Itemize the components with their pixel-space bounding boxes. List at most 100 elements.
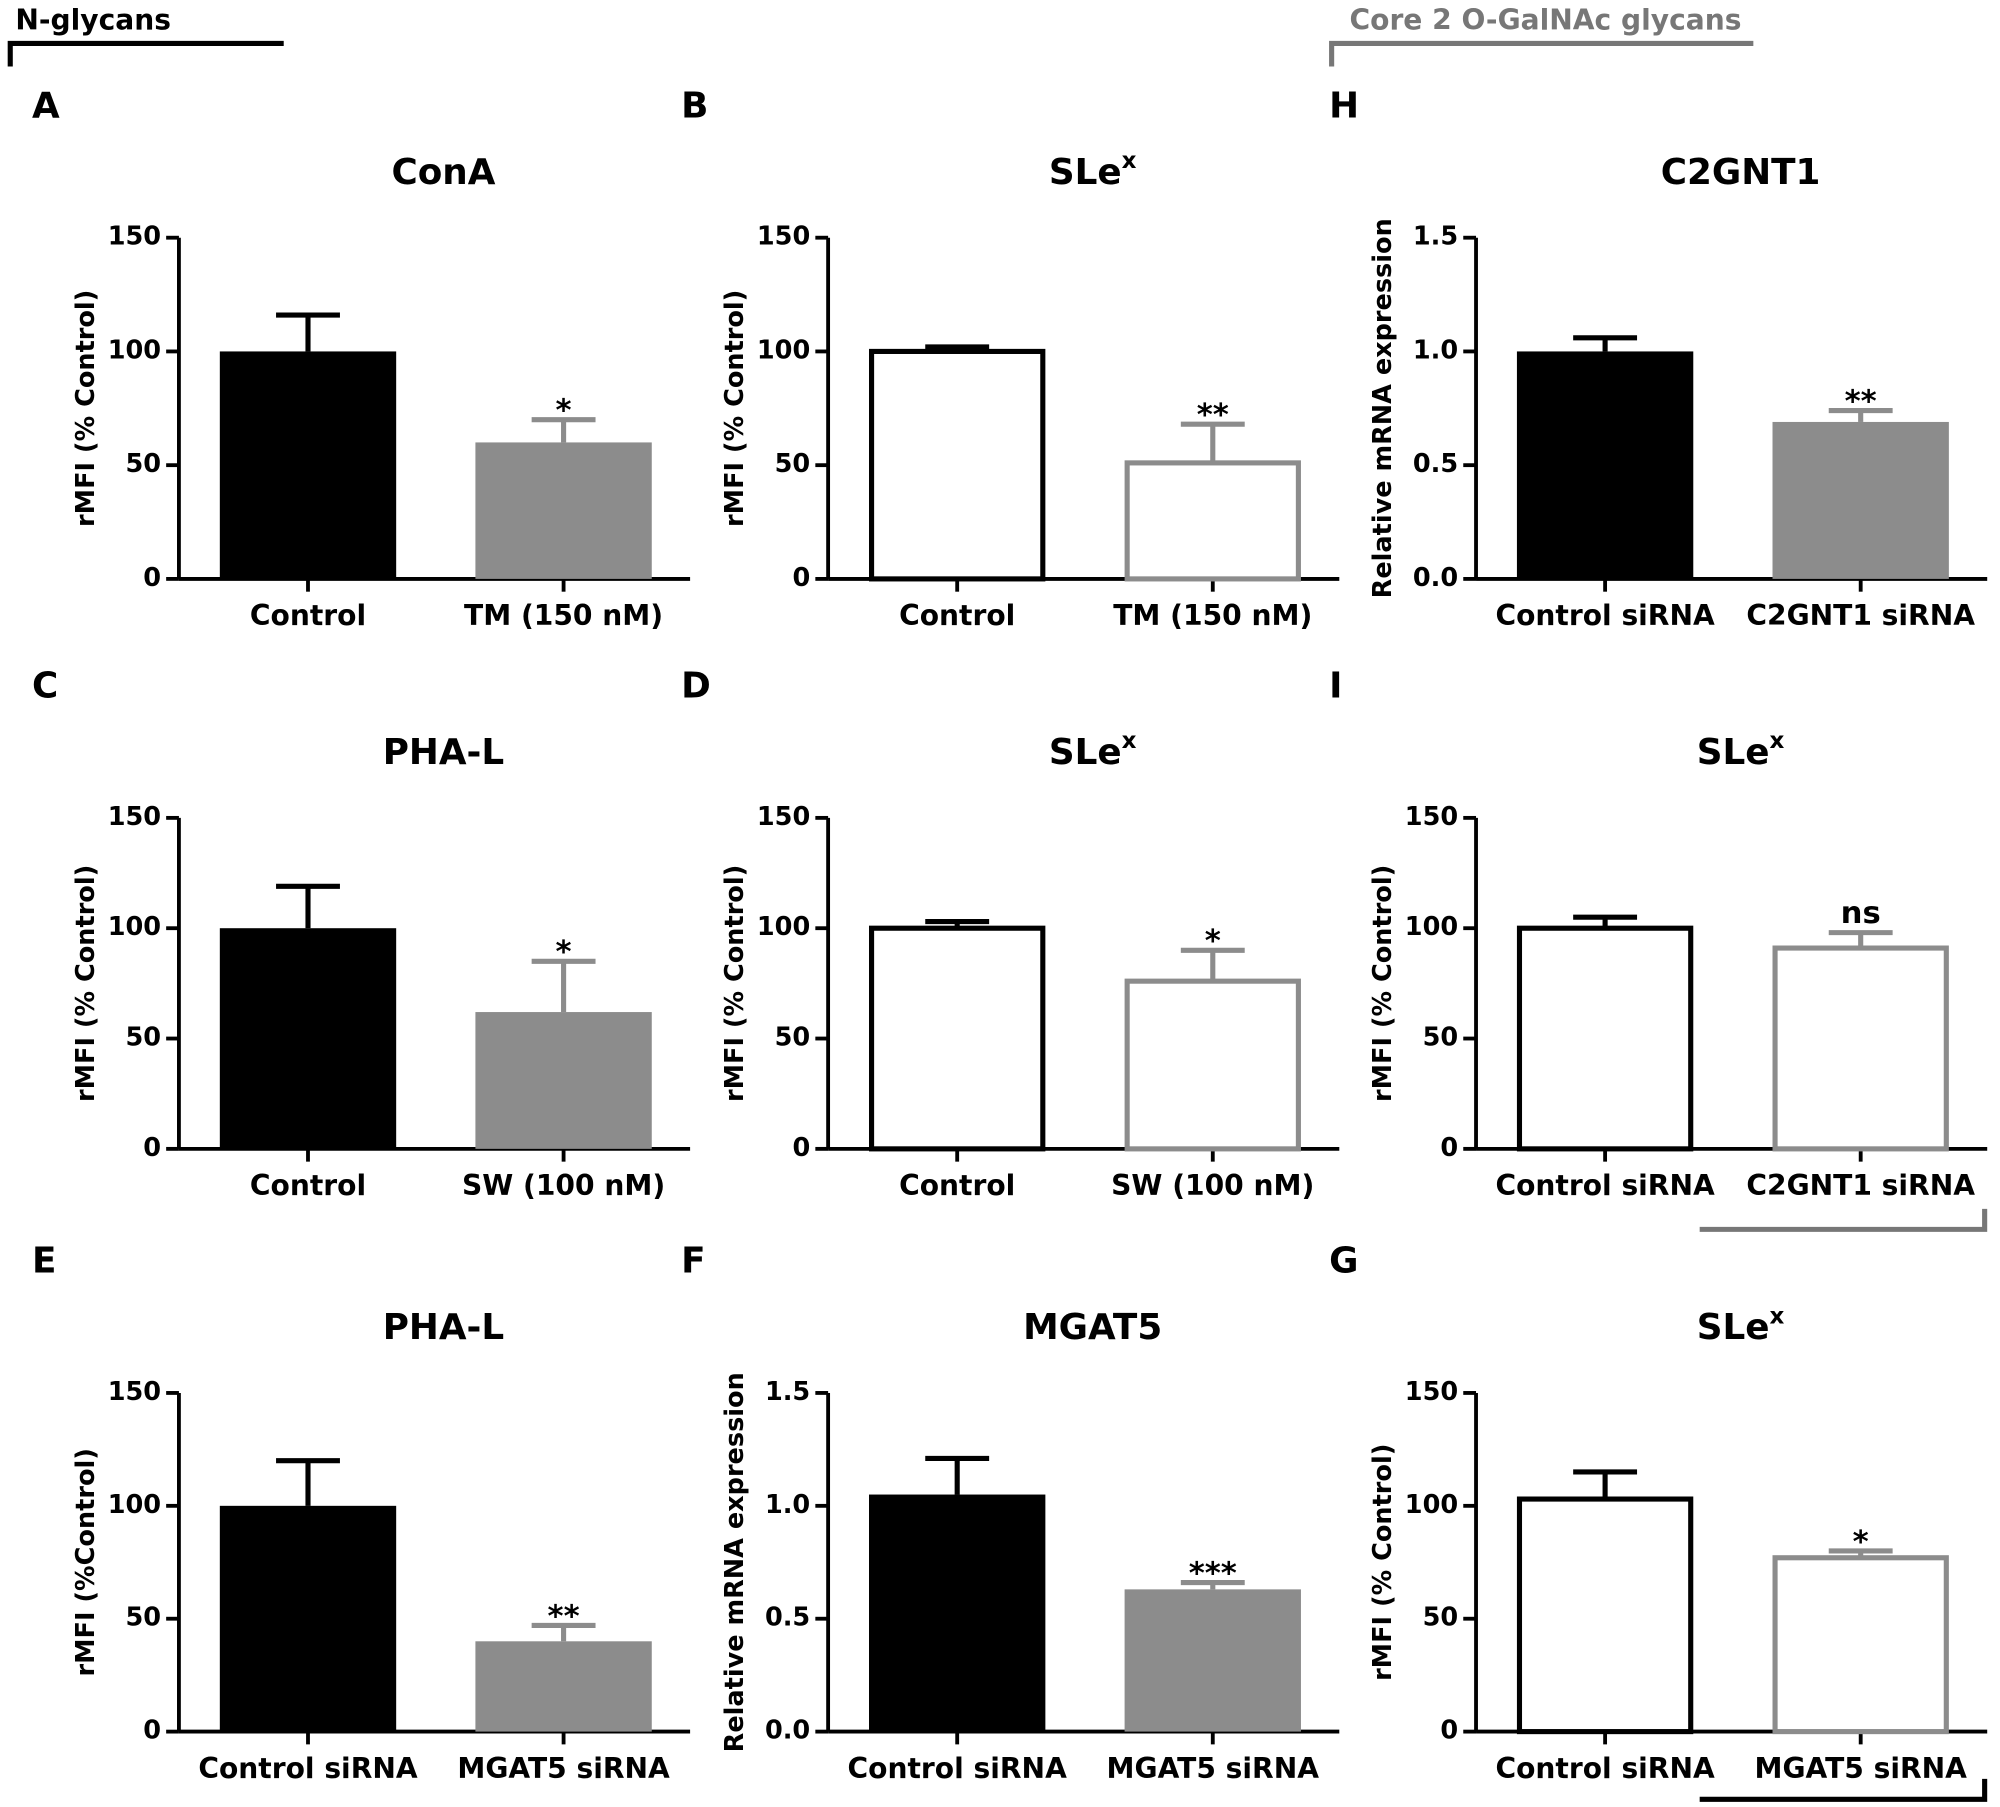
y-tick-label: 100 (108, 335, 161, 365)
title-superscript: x (1770, 1303, 1785, 1329)
x-tick-label: TM (150 nM) (464, 599, 663, 632)
significance-label: ** (548, 1599, 580, 1634)
y-tick-label: 0.0 (1413, 563, 1458, 593)
significance-label: * (1205, 924, 1221, 959)
y-tick-label: 0 (143, 1716, 161, 1746)
bar (869, 1494, 1046, 1732)
y-tick-label: 0 (143, 1133, 161, 1163)
y-tick-label: 100 (108, 912, 161, 942)
y-tick-label: 0 (143, 563, 161, 593)
bar (1516, 351, 1694, 579)
title-text: SLe (1049, 732, 1122, 773)
bar (1516, 1496, 1694, 1735)
x-tick-label: Control siRNA (1495, 599, 1715, 632)
bar (1124, 460, 1301, 582)
y-tick-label: 50 (775, 449, 811, 479)
x-tick-label: Control (899, 1169, 1015, 1202)
significance-label: * (556, 394, 572, 429)
x-tick-label: Control siRNA (848, 1752, 1068, 1785)
y-axis-label: rMFI (% Control) (1368, 1444, 1398, 1681)
y-tick-label: 150 (1405, 1377, 1458, 1407)
y-tick-label: 0 (1440, 1133, 1458, 1163)
y-tick-label: 50 (1423, 1603, 1459, 1633)
bar (219, 1505, 397, 1732)
chart-title: MGAT5 (1023, 1307, 1162, 1348)
y-tick-label: 0.5 (765, 1603, 810, 1633)
x-tick-label: SW (100 nM) (462, 1169, 665, 1202)
panel-letter: D (681, 666, 711, 707)
significance-label: * (1853, 1525, 1869, 1560)
bracket (1699, 1778, 1988, 1802)
y-tick-label: 50 (125, 1603, 161, 1633)
bracket (1699, 1208, 1988, 1232)
bar (1772, 1555, 1949, 1735)
bar (1124, 1589, 1301, 1732)
chart-title: PHA-L (383, 732, 504, 773)
x-tick-label: Control siRNA (1495, 1752, 1715, 1785)
y-axis-label: rMFI (% Control) (720, 865, 750, 1102)
chart-title: SLex (1697, 1303, 1785, 1348)
x-tick-label: Control siRNA (198, 1752, 418, 1785)
y-tick-label: 50 (125, 1023, 161, 1053)
title-text: PHA-L (383, 1307, 504, 1348)
title-superscript: x (1122, 148, 1137, 174)
y-tick-label: 150 (108, 222, 161, 252)
panel-letter: A (32, 85, 60, 126)
y-tick-label: 150 (108, 802, 161, 832)
bar (869, 925, 1046, 1152)
y-tick-label: 150 (1405, 802, 1458, 832)
title-text: PHA-L (383, 732, 504, 773)
title-superscript: x (1770, 728, 1785, 754)
y-tick-label: 100 (757, 335, 810, 365)
significance-label: ** (1845, 384, 1877, 419)
y-axis-label: rMFI (%Control) (71, 1448, 101, 1676)
y-tick-label: 100 (1405, 1490, 1458, 1520)
x-tick-label: SW (100 nM) (1111, 1169, 1314, 1202)
y-tick-label: 50 (775, 1023, 811, 1053)
title-superscript: x (1122, 728, 1137, 754)
y-tick-label: 1.5 (1413, 222, 1458, 252)
bar (869, 348, 1046, 582)
y-tick-label: 0 (792, 1133, 810, 1163)
panel-letter: C (32, 666, 58, 707)
title-text: SLe (1697, 1307, 1770, 1348)
y-tick-label: 1.0 (765, 1490, 810, 1520)
panel-letter: I (1329, 666, 1342, 707)
y-tick-label: 50 (125, 449, 161, 479)
significance-label: ** (1197, 398, 1229, 433)
bracket (7, 40, 284, 67)
x-tick-label: Control (250, 1169, 366, 1202)
y-tick-label: 0 (1440, 1716, 1458, 1746)
y-tick-label: 0.0 (765, 1716, 810, 1746)
title-text: MGAT5 (1023, 1307, 1162, 1348)
y-tick-label: 0 (792, 563, 810, 593)
y-tick-label: 0.5 (1413, 449, 1458, 479)
title-text: SLe (1049, 152, 1122, 193)
x-tick-label: C2GNT1 siRNA (1746, 1169, 1975, 1202)
y-axis-label: Relative mRNA expression (720, 1372, 750, 1752)
x-tick-label: Control (899, 599, 1015, 632)
x-tick-label: TM (150 nM) (1113, 599, 1312, 632)
panel-letter: F (681, 1241, 705, 1282)
title-text: C2GNT1 (1661, 152, 1821, 193)
x-tick-label: MGAT5 siRNA (1107, 1752, 1320, 1785)
x-tick-label: Control siRNA (1495, 1169, 1715, 1202)
bar (1772, 945, 1949, 1152)
section-label: N-glycans (15, 4, 171, 37)
y-tick-label: 100 (108, 1490, 161, 1520)
bar (475, 1641, 652, 1732)
bar (475, 1012, 652, 1149)
y-axis-label: rMFI (% Control) (1368, 865, 1398, 1102)
y-tick-label: 50 (1423, 1023, 1459, 1053)
significance-label: * (556, 935, 572, 970)
section-label: Core 2 O-GalNAc glycans (1350, 4, 1742, 37)
y-axis-label: Relative mRNA expression (1368, 218, 1398, 598)
y-tick-label: 150 (757, 802, 810, 832)
chart-title: ConA (391, 152, 495, 193)
significance-label: *** (1189, 1556, 1237, 1591)
bar (219, 351, 397, 579)
bar (1124, 978, 1301, 1152)
panel-letter: B (681, 85, 708, 126)
